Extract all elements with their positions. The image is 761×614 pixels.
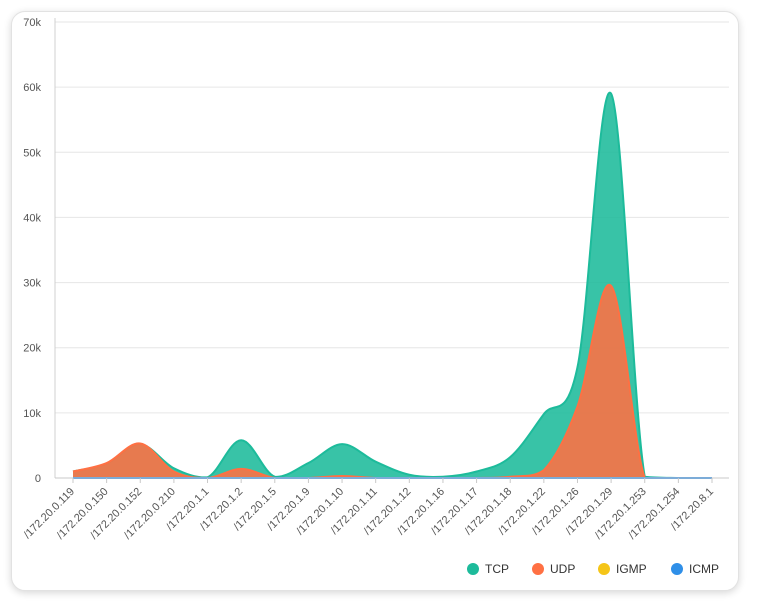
y-tick-label: 0 <box>35 473 41 485</box>
y-tick-label: 20k <box>23 343 41 355</box>
legend-marker-icmp <box>671 563 683 575</box>
legend-label-udp: UDP <box>550 562 575 576</box>
y-tick-label: 10k <box>23 408 41 420</box>
y-tick-label: 70k <box>23 17 41 29</box>
y-tick-label: 60k <box>23 82 41 94</box>
legend-label-tcp: TCP <box>485 562 509 576</box>
y-tick-label: 30k <box>23 278 41 290</box>
series-areas <box>72 91 712 480</box>
series-area-udp <box>73 284 712 478</box>
legend: TCP UDP IGMP ICMP <box>467 562 719 576</box>
y-tick-label: 50k <box>23 147 41 159</box>
legend-marker-udp <box>532 563 544 575</box>
legend-marker-igmp <box>598 563 610 575</box>
y-tick-label: 40k <box>23 212 41 224</box>
legend-label-igmp: IGMP <box>616 562 647 576</box>
legend-label-icmp: ICMP <box>689 562 719 576</box>
series-line-tcp <box>72 91 712 479</box>
legend-marker-tcp <box>467 563 479 575</box>
